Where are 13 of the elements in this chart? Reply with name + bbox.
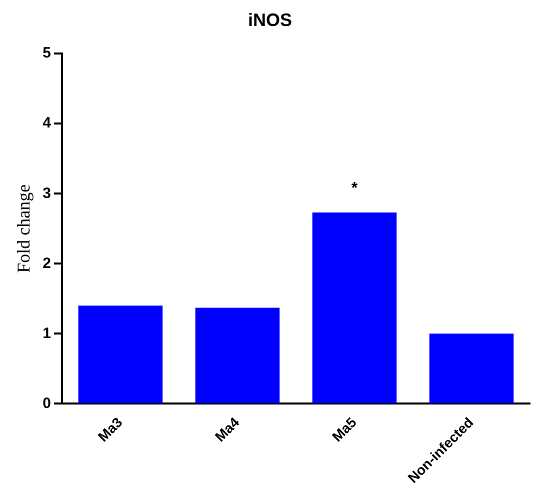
y-axis-title: Fold change (14, 184, 34, 273)
annotation: * (351, 180, 358, 197)
y-tick-label: 3 (42, 184, 51, 202)
bar (429, 334, 514, 404)
bar (312, 212, 397, 404)
y-tick-label: 4 (42, 114, 52, 132)
y-tick-label: 0 (42, 394, 51, 412)
bar (78, 306, 163, 404)
bar (195, 308, 280, 404)
y-tick-label: 2 (42, 254, 51, 272)
y-tick-label: 1 (42, 324, 51, 342)
chart-title: iNOS (248, 10, 292, 30)
y-tick-label: 5 (42, 44, 51, 62)
